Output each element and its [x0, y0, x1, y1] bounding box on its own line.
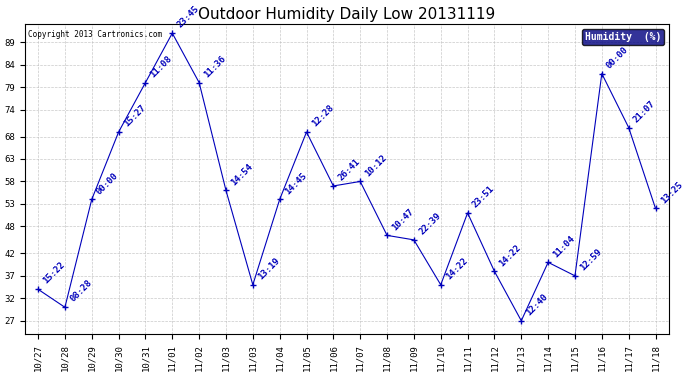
Text: 15:27: 15:27 — [122, 103, 147, 129]
Text: 00:00: 00:00 — [605, 45, 631, 70]
Text: 11:08: 11:08 — [148, 54, 174, 79]
Text: 22:39: 22:39 — [417, 211, 442, 237]
Text: 11:36: 11:36 — [202, 54, 228, 79]
Text: 00:00: 00:00 — [95, 171, 120, 196]
Text: 21:07: 21:07 — [632, 99, 658, 124]
Text: 10:12: 10:12 — [364, 153, 388, 178]
Text: 23:45: 23:45 — [175, 4, 201, 30]
Text: 11:04: 11:04 — [551, 234, 577, 259]
Text: 26:41: 26:41 — [337, 157, 362, 183]
Text: 13:25: 13:25 — [659, 180, 684, 205]
Text: 12:59: 12:59 — [578, 247, 604, 272]
Text: 14:54: 14:54 — [229, 162, 255, 187]
Text: 14:45: 14:45 — [283, 171, 308, 196]
Text: 15:22: 15:22 — [41, 261, 67, 286]
Legend: Humidity  (%): Humidity (%) — [582, 29, 664, 45]
Text: 23:51: 23:51 — [471, 184, 496, 210]
Title: Outdoor Humidity Daily Low 20131119: Outdoor Humidity Daily Low 20131119 — [198, 7, 495, 22]
Text: Copyright 2013 Cartronics.com: Copyright 2013 Cartronics.com — [28, 30, 162, 39]
Text: 12:40: 12:40 — [524, 292, 550, 317]
Text: 14:22: 14:22 — [497, 243, 523, 268]
Text: 13:19: 13:19 — [256, 256, 282, 281]
Text: 12:28: 12:28 — [310, 103, 335, 129]
Text: 10:47: 10:47 — [391, 207, 415, 232]
Text: 08:28: 08:28 — [68, 279, 94, 304]
Text: 14:22: 14:22 — [444, 256, 469, 281]
